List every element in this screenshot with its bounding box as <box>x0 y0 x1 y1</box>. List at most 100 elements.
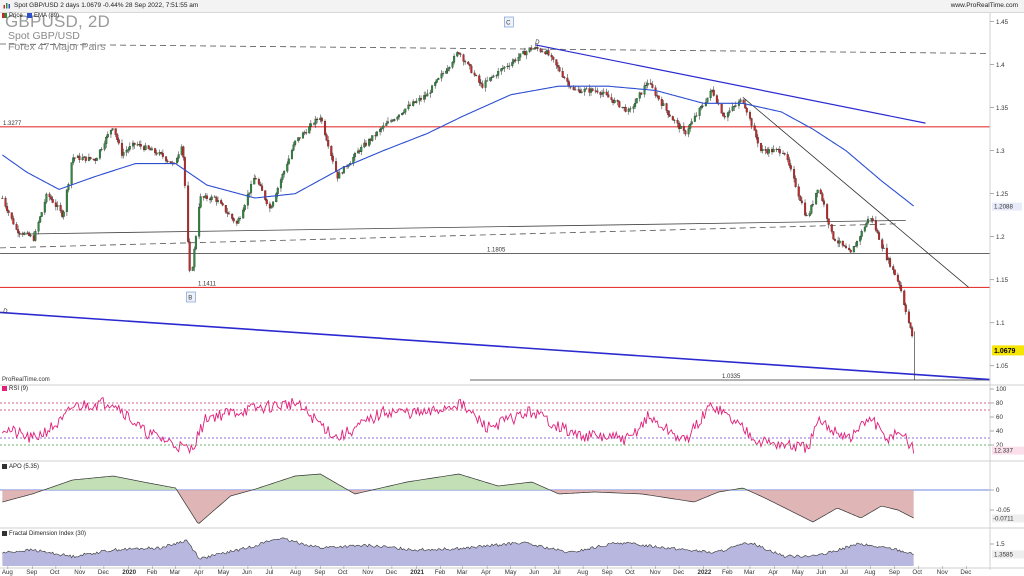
candle-up <box>490 76 493 78</box>
candle-down <box>254 178 257 180</box>
candle-up <box>632 106 635 109</box>
candle-down <box>335 161 338 172</box>
x-tick-label: Dec <box>386 569 397 576</box>
candle-up <box>838 240 841 244</box>
candle-down <box>213 196 216 198</box>
apo-tick-label: 0 <box>996 487 1000 494</box>
apo-tick-label: -0.05 <box>996 507 1011 514</box>
marker-box <box>186 291 196 303</box>
x-tick-label: Feb <box>722 569 733 576</box>
candle-down <box>561 71 564 78</box>
candle-up <box>127 149 130 151</box>
candle-down <box>649 82 652 85</box>
y-tick-label: 1.45 <box>996 19 1009 26</box>
legend-rsi[interactable]: RSI (9) <box>2 386 28 392</box>
legend-ema[interactable]: EMA (89) <box>27 13 59 19</box>
candle-up <box>602 91 605 94</box>
candle-down <box>133 142 136 145</box>
apo-positive-area <box>2 474 914 490</box>
candle-up <box>646 82 649 86</box>
candle-up <box>382 125 385 129</box>
candle-down <box>889 258 892 267</box>
candle-down <box>467 61 470 65</box>
candle-up <box>426 93 429 97</box>
candle-down <box>574 89 577 91</box>
candle-up <box>855 240 859 247</box>
x-tick-label: Nov <box>74 569 86 576</box>
candle-up <box>492 75 495 78</box>
candle-down <box>789 165 792 170</box>
candle-up <box>679 126 682 129</box>
candle-down <box>555 59 558 66</box>
candle-down <box>470 65 473 74</box>
candle-down <box>786 154 789 160</box>
x-tick-label: Mar <box>744 569 755 576</box>
legend-price[interactable]: Price <box>2 13 23 19</box>
candle-up <box>125 150 128 153</box>
candle-down <box>566 77 569 82</box>
candle-down <box>822 200 825 205</box>
candle-up <box>733 106 736 107</box>
candle-up <box>431 85 434 93</box>
candle-up <box>243 205 246 211</box>
x-tick-label: Sep <box>889 569 901 576</box>
x-tick-label: Jul <box>840 569 848 576</box>
legend-rsi-label: RSI (9) <box>9 386 29 392</box>
candle-up <box>456 52 459 57</box>
legend-apo-label: APO (5.35) <box>9 464 40 470</box>
candle-up <box>815 192 818 205</box>
brand-link[interactable]: www.ProRealTime.com <box>950 2 1018 9</box>
footer-brand: ProRealTime.com <box>2 377 50 383</box>
candle-up <box>216 200 220 202</box>
candle-down <box>755 130 758 138</box>
candle-down <box>671 116 674 121</box>
candle-down <box>475 74 478 76</box>
candle-up <box>275 193 278 203</box>
candle-down <box>665 103 668 111</box>
fdi-panel <box>2 537 914 566</box>
candle-up <box>286 163 289 172</box>
candle-up <box>448 67 451 69</box>
instrument-name: Spot GBP/USD <box>8 30 80 42</box>
candle-up <box>673 119 676 121</box>
candle-down <box>408 104 412 106</box>
candle-down <box>78 155 81 161</box>
candle-down <box>59 205 62 211</box>
marker-label: B <box>188 296 192 302</box>
candle-down <box>844 246 848 249</box>
candle-up <box>865 222 868 228</box>
candle-up <box>368 139 371 146</box>
candle-up <box>728 110 731 113</box>
candle-down <box>558 67 561 72</box>
candle-up <box>34 231 37 241</box>
candle-down <box>316 118 319 121</box>
candle-down <box>610 97 613 100</box>
candle-down <box>794 178 797 187</box>
candle-up <box>690 121 693 125</box>
rsi-tick-label: 40 <box>996 428 1003 435</box>
x-tick-label: Aug <box>290 569 302 576</box>
candle-up <box>191 267 194 271</box>
candle-down <box>264 190 267 200</box>
candle-up <box>106 134 109 138</box>
chart-icon <box>3 3 10 9</box>
candle-down <box>907 311 910 323</box>
candle-up <box>360 146 363 152</box>
candle-down <box>821 193 824 201</box>
candle-down <box>871 218 874 221</box>
candle-up <box>662 103 665 106</box>
candle-up <box>852 246 855 253</box>
candle-up <box>859 236 862 242</box>
candle-up <box>726 112 729 118</box>
candle-up <box>81 157 84 161</box>
legend-apo[interactable]: APO (5.35) <box>2 464 39 470</box>
candle-down <box>797 186 800 197</box>
downtrend-line <box>535 44 926 124</box>
candle-down <box>364 142 367 146</box>
legend-fdi[interactable]: Fractal Dimension Index (30) <box>2 531 86 537</box>
candle-down <box>881 239 884 249</box>
candle-down <box>17 229 20 234</box>
candle-up <box>246 194 249 206</box>
candle-down <box>788 159 791 166</box>
level-label: 1.1411 <box>198 281 217 287</box>
